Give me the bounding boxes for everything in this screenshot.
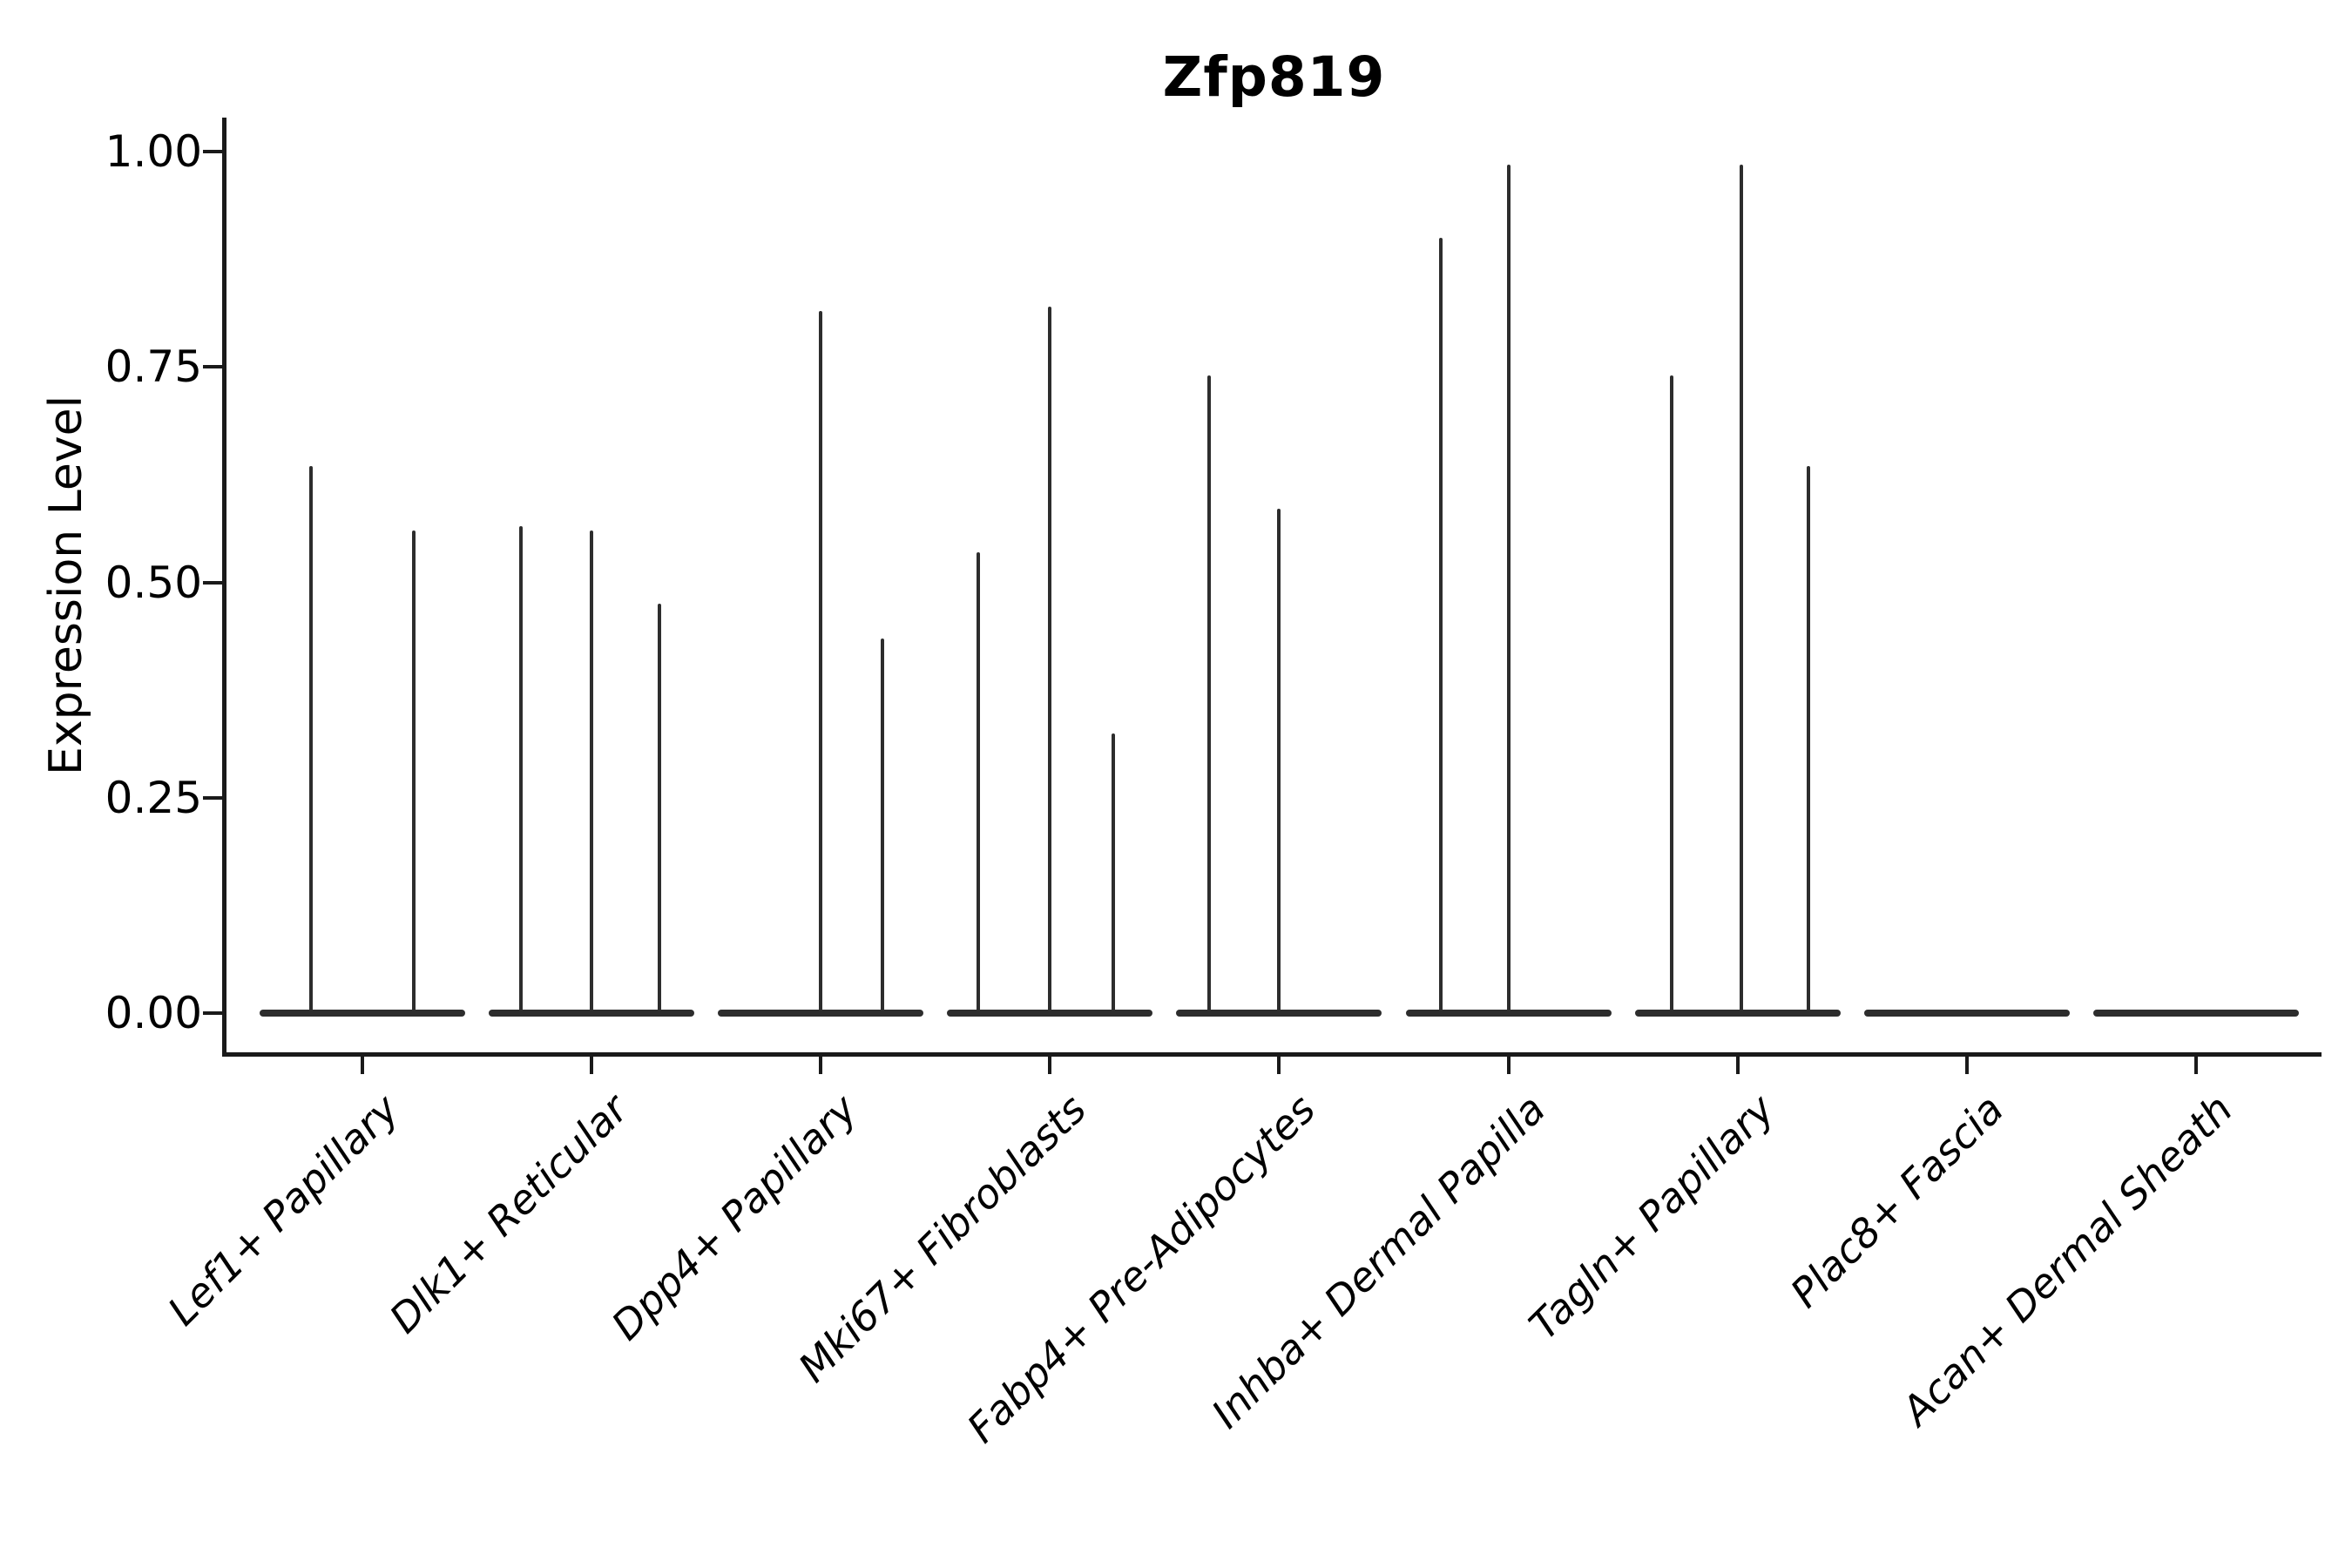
x-tick bbox=[1506, 1057, 1511, 1074]
x-tick-label: Lef1+ Papillary bbox=[159, 1085, 409, 1335]
violin-spike bbox=[519, 526, 524, 1015]
violin-spike bbox=[658, 604, 662, 1015]
y-tick-label: 0.75 bbox=[105, 341, 202, 393]
y-tick-label: 0.25 bbox=[105, 772, 202, 823]
violin-spike bbox=[1048, 307, 1052, 1015]
violin-spike bbox=[1277, 509, 1281, 1015]
violin-spike bbox=[309, 465, 313, 1015]
violin-spike bbox=[1669, 375, 1673, 1015]
x-tick-label: Plac8+ Fascia bbox=[1781, 1085, 2012, 1317]
x-tick bbox=[1277, 1057, 1281, 1074]
y-tick-label: 1.00 bbox=[105, 126, 202, 177]
y-tick bbox=[203, 580, 222, 585]
x-axis-spine bbox=[222, 1052, 2322, 1057]
violin-spike bbox=[1112, 733, 1116, 1015]
x-tick bbox=[819, 1057, 823, 1074]
y-tick bbox=[203, 795, 222, 800]
violin-spike bbox=[412, 531, 416, 1015]
x-tick bbox=[2193, 1057, 2198, 1074]
x-tick bbox=[590, 1057, 594, 1074]
x-tick-label: Tagln+ Papillary bbox=[1519, 1085, 1783, 1349]
x-tick-label: Dlk1+ Reticular bbox=[380, 1085, 638, 1342]
violin-baseline bbox=[1863, 1010, 2070, 1017]
violin-spike bbox=[1739, 164, 1743, 1015]
violin-baseline bbox=[260, 1010, 465, 1017]
y-tick bbox=[203, 1011, 222, 1015]
y-tick bbox=[203, 150, 222, 153]
violin-spike bbox=[1506, 164, 1511, 1015]
y-tick bbox=[203, 365, 222, 369]
violin-baseline bbox=[2092, 1010, 2299, 1017]
chart-title: Zfp819 bbox=[1162, 45, 1386, 109]
x-tick bbox=[1048, 1057, 1052, 1074]
y-tick-label: 0.50 bbox=[105, 557, 202, 608]
x-tick-label: Dpp4+ Papillary bbox=[602, 1085, 867, 1349]
y-axis-spine bbox=[222, 118, 226, 1057]
violin-spike bbox=[881, 638, 885, 1015]
violin-spike bbox=[1207, 375, 1212, 1015]
violin-spike bbox=[977, 551, 981, 1015]
x-tick bbox=[1735, 1057, 1740, 1074]
violin-baseline bbox=[1634, 1010, 1841, 1017]
y-tick-label: 0.00 bbox=[105, 988, 202, 1038]
violin-spike bbox=[590, 531, 594, 1015]
x-tick bbox=[361, 1057, 364, 1074]
violin-spike bbox=[1806, 465, 1810, 1015]
violin-spike bbox=[819, 310, 823, 1015]
x-tick bbox=[1964, 1057, 1969, 1074]
violin-spike bbox=[1438, 237, 1443, 1015]
